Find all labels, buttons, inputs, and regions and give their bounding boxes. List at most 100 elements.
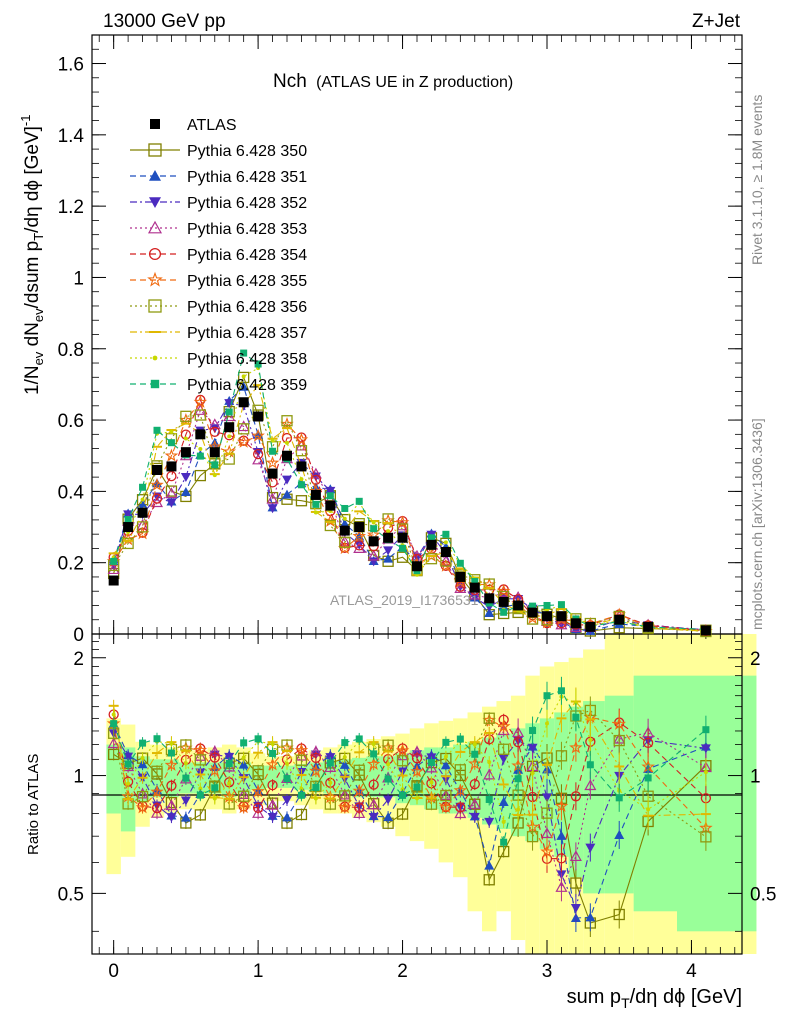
- series-marker: [383, 795, 394, 805]
- series-marker: [353, 542, 366, 553]
- series-marker: [514, 775, 522, 783]
- series-marker: [183, 761, 188, 766]
- series-marker: [468, 798, 481, 809]
- rivet-version-label: Rivet 3.1.10, ≥ 1.8M events: [749, 95, 765, 265]
- series-marker: [371, 520, 376, 525]
- atlas-data-point: [339, 525, 350, 536]
- legend: ATLAS Pythia 6.428 350 Pythia 6.428 351 Pyt…: [130, 117, 307, 394]
- series-marker: [126, 781, 131, 786]
- series-marker: [484, 608, 495, 618]
- series-marker: [148, 247, 162, 261]
- series-marker: [150, 806, 164, 818]
- series-marker: [150, 379, 160, 389]
- legend-label: Pythia 6.428 352: [187, 195, 307, 212]
- series-marker: [471, 577, 479, 585]
- atlas-data-point: [556, 611, 567, 622]
- series-marker: [123, 752, 134, 762]
- y-tick-label: 1.4: [58, 126, 85, 147]
- series-marker: [703, 770, 708, 775]
- atlas-data-point: [195, 429, 206, 440]
- series-marker: [613, 734, 625, 747]
- series-marker: [543, 692, 551, 700]
- series-marker: [270, 741, 275, 746]
- series-marker: [295, 495, 308, 507]
- series-marker: [396, 755, 409, 767]
- series-marker: [442, 530, 450, 538]
- series-marker: [526, 830, 539, 843]
- series-marker: [297, 481, 305, 489]
- series-marker: [180, 812, 191, 822]
- series-marker: [472, 742, 477, 747]
- series-marker: [169, 429, 174, 434]
- series-marker: [238, 759, 249, 769]
- series-marker: [196, 452, 204, 460]
- series-marker: [353, 807, 366, 819]
- series-marker: [569, 850, 582, 861]
- svg-text:sum pT/dη dϕ [GeV]: sum pT/dη dϕ [GeV]: [567, 986, 742, 1011]
- series-marker: [613, 908, 625, 921]
- atlas-data-point: [440, 546, 451, 557]
- series-marker: [556, 853, 567, 864]
- series-marker: [555, 750, 568, 762]
- series-marker: [529, 602, 537, 610]
- series-marker: [193, 394, 208, 408]
- series-marker: [294, 432, 309, 446]
- series-marker: [310, 472, 321, 482]
- series-marker: [139, 483, 147, 491]
- series-marker: [269, 749, 277, 757]
- series-marker: [182, 774, 190, 782]
- series-marker: [180, 410, 192, 422]
- series-marker: [700, 831, 712, 843]
- series-marker: [529, 727, 537, 735]
- series-marker: [384, 775, 392, 783]
- series-marker: [646, 807, 651, 812]
- series-marker: [270, 438, 275, 443]
- series-marker: [615, 794, 623, 802]
- series-marker: [251, 784, 265, 798]
- band-bin: [106, 744, 121, 814]
- series-marker: [427, 759, 435, 767]
- series-marker: [238, 790, 250, 802]
- series-marker: [254, 360, 262, 368]
- series-marker: [299, 786, 304, 791]
- series-marker: [124, 760, 132, 768]
- series-marker: [151, 802, 163, 814]
- series-marker: [700, 744, 711, 754]
- main-y-ticks: 0 0.2 0.4 0.6 0.8 1 1.2 1.4 1.6: [58, 48, 742, 646]
- series-marker: [352, 529, 366, 543]
- series-marker: [265, 757, 280, 771]
- series-marker: [282, 796, 292, 806]
- series-marker: [194, 754, 206, 766]
- series-marker: [427, 534, 435, 542]
- series-marker: [338, 535, 351, 547]
- series-marker: [341, 504, 349, 512]
- series-marker: [254, 735, 262, 743]
- series-marker: [166, 813, 177, 823]
- series-marker: [454, 582, 467, 593]
- series-marker: [295, 754, 308, 766]
- series-marker: [483, 874, 495, 886]
- series-marker: [326, 492, 334, 500]
- series-marker: [313, 796, 318, 801]
- series-marker: [165, 799, 178, 811]
- atlas-data-point: [209, 447, 220, 458]
- series-marker: [368, 812, 379, 822]
- series-marker: [415, 796, 419, 801]
- series-marker: [251, 428, 265, 442]
- legend-label: Pythia 6.428 356: [187, 299, 307, 316]
- atlas-data-point: [498, 596, 509, 607]
- series-marker: [355, 735, 363, 743]
- series-marker: [440, 789, 452, 802]
- series-marker: [586, 761, 594, 769]
- series-marker: [366, 757, 381, 770]
- atlas-data-point: [253, 411, 264, 422]
- x-ticks: 0 1 2 3 4: [98, 35, 736, 982]
- series-marker: [166, 780, 177, 791]
- ratio-tick-label: 2: [73, 649, 84, 670]
- series-marker: [540, 827, 554, 839]
- series-marker: [166, 498, 177, 508]
- series-marker: [282, 489, 292, 499]
- series-marker: [240, 739, 248, 747]
- atlas-data-point: [180, 447, 191, 458]
